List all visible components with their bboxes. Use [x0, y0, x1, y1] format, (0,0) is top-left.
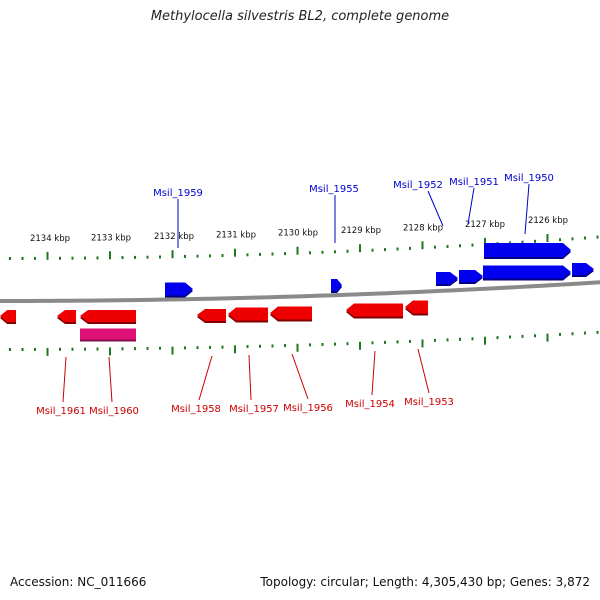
forward-gene-arrow[interactable]	[165, 282, 193, 298]
gene-label[interactable]: Msil_1959	[153, 188, 203, 199]
genome-backbone	[0, 280, 600, 303]
gene-label[interactable]: Msil_1954	[345, 399, 395, 410]
gene-label[interactable]: Msil_1951	[449, 177, 499, 188]
scale-label: 2130 kbp	[278, 229, 318, 239]
tick-track-bottom	[9, 330, 599, 356]
accession-text: Accession: NC_011666	[10, 575, 147, 589]
scale-label: 2133 kbp	[91, 233, 131, 243]
leader-line	[108, 356, 113, 403]
gene-labels: Msil_1959 Msil_1955 Msil_1952 Msil_1951 Msil…	[36, 173, 554, 417]
gene-label[interactable]: Msil_1953	[404, 397, 454, 408]
leader-line	[62, 356, 67, 403]
genome-summary-text: Topology: circular; Length: 4,305,430 bp…	[260, 575, 590, 589]
gene-label[interactable]: Msil_1952	[393, 180, 443, 191]
scale-label: 2128 kbp	[403, 223, 443, 233]
reverse-gene-arrow[interactable]	[270, 306, 312, 322]
leader-line	[524, 183, 530, 235]
scale-label: 2129 kbp	[341, 226, 381, 236]
leader-line	[291, 353, 309, 400]
scale-label: 2132 kbp	[154, 232, 194, 242]
gene-label[interactable]: Msil_1950	[504, 173, 554, 184]
gene-label[interactable]: Msil_1960	[89, 406, 139, 417]
leader-line	[467, 187, 475, 225]
leader-line	[427, 190, 444, 227]
reverse-gene-arrow[interactable]	[0, 310, 16, 324]
gene-features	[0, 243, 594, 342]
forward-gene-arrow[interactable]	[331, 279, 342, 293]
forward-gene-arrow[interactable]	[459, 270, 483, 284]
gene-label[interactable]: Msil_1958	[171, 404, 221, 415]
forward-gene-arrow[interactable]	[483, 265, 571, 281]
leader-line	[198, 355, 213, 401]
reverse-gene-arrow[interactable]	[405, 300, 428, 316]
forward-gene-arrow[interactable]	[572, 263, 594, 277]
gene-label[interactable]: Msil_1957	[229, 404, 279, 415]
reverse-gene-arrow[interactable]	[57, 310, 76, 324]
leader-line	[248, 354, 252, 401]
reverse-gene-arrow[interactable]	[346, 303, 403, 319]
scale-label: 2131 kbp	[216, 231, 256, 241]
scale-label: 2127 kbp	[465, 220, 505, 230]
scale-label: 2126 kbp	[528, 216, 568, 226]
leader-line	[371, 350, 376, 396]
gene-label[interactable]: Msil_1956	[283, 403, 333, 414]
label-leaders	[62, 183, 530, 403]
genome-title: Methylocella silvestris BL2, complete ge…	[150, 9, 450, 24]
forward-gene-arrow[interactable]	[484, 243, 571, 259]
scale-label: 2134 kbp	[30, 234, 70, 244]
reverse-gene-arrow[interactable]	[228, 307, 268, 323]
gene-label[interactable]: Msil_1955	[309, 184, 359, 195]
leader-line	[417, 348, 430, 394]
tick-track-top	[9, 234, 599, 260]
reverse-gene-arrow[interactable]	[80, 310, 136, 324]
reverse-gene-arrow[interactable]	[197, 309, 226, 323]
scale-labels: 2134 kbp 2133 kbp 2132 kbp 2131 kbp 2130 kbp…	[30, 216, 568, 244]
forward-gene-arrow[interactable]	[436, 272, 458, 286]
gene-label[interactable]: Msil_1961	[36, 406, 86, 417]
rna-feature-bar[interactable]	[80, 328, 136, 342]
